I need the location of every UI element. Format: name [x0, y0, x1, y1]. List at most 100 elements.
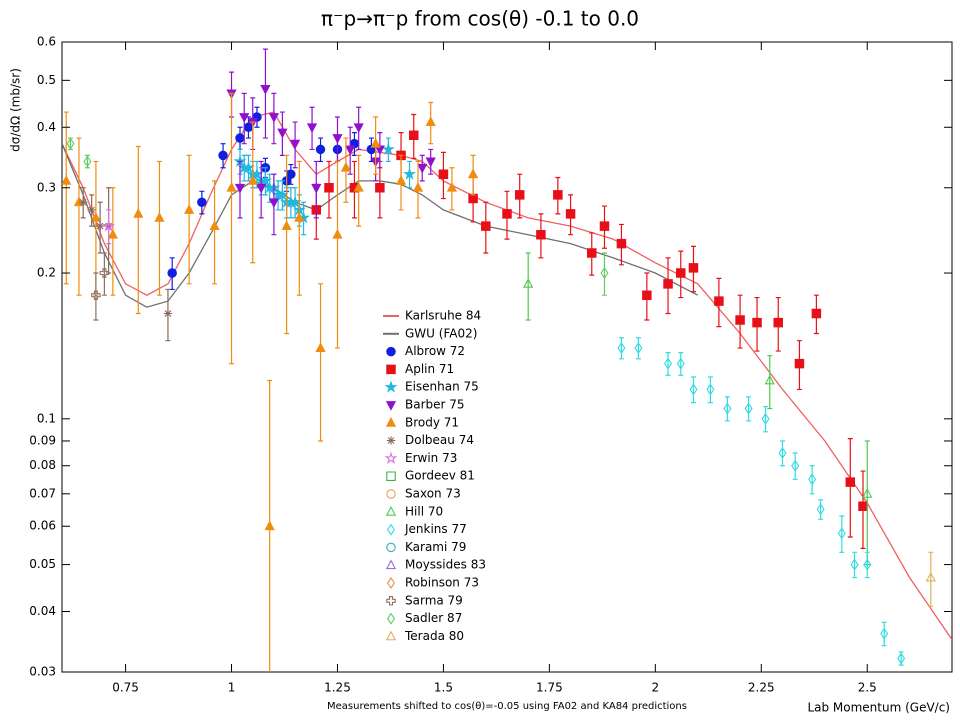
data-point [289, 139, 301, 150]
data-point [286, 169, 296, 179]
data-point [714, 296, 724, 306]
error-bar [76, 137, 82, 296]
y-tick-label: 0.09 [29, 433, 56, 447]
plot-frame [61, 41, 953, 673]
data-point [600, 267, 609, 280]
legend-marker [386, 489, 396, 499]
data-point [83, 155, 92, 168]
legend-marker [386, 542, 396, 553]
data-point [481, 221, 491, 231]
legend-label: Eisenhan 75 [405, 380, 479, 394]
y-tick-label: 0.3 [37, 180, 56, 194]
error-bar [724, 396, 730, 422]
data-point [315, 144, 326, 155]
data-point [239, 113, 250, 123]
error-bar [852, 551, 858, 579]
data-point [676, 268, 686, 278]
data-point [599, 221, 610, 231]
data-point [395, 175, 407, 185]
data-point [197, 197, 207, 208]
data-point [850, 558, 859, 571]
data-point [744, 402, 753, 415]
error-bar [110, 187, 116, 296]
data-point [167, 268, 177, 278]
error-bar [809, 465, 815, 495]
legend-marker [384, 451, 398, 464]
data-point [761, 412, 770, 425]
error-bar [779, 440, 785, 467]
data-point [264, 520, 275, 531]
legend-label: GWU (FA02) [405, 326, 477, 340]
y-tick-label: 0.04 [29, 604, 56, 618]
y-tick-label: 0.08 [29, 458, 56, 472]
data-point [664, 357, 673, 370]
error-bar [618, 337, 624, 360]
data-point [689, 383, 698, 396]
data-point [277, 128, 288, 139]
error-bar [864, 551, 870, 579]
legend-label: Hill 70 [405, 504, 443, 518]
data-point [268, 113, 280, 123]
legend-marker [386, 364, 396, 375]
error-bar [763, 405, 769, 433]
data-point [880, 627, 889, 640]
data-point [370, 137, 381, 148]
data-point [778, 446, 787, 460]
legend-label: Erwin 73 [405, 451, 457, 465]
data-point [523, 278, 534, 288]
data-point [381, 142, 395, 155]
error-bar [229, 92, 235, 365]
data-point [764, 374, 775, 385]
error-bar [601, 252, 607, 296]
x-tick-label: 2 [652, 681, 660, 695]
data-point [235, 133, 245, 143]
error-bar [101, 252, 107, 296]
legend-marker [386, 523, 396, 536]
data-point [897, 652, 906, 665]
data-point [446, 181, 458, 192]
data-point [234, 183, 246, 194]
data-point [324, 183, 334, 193]
data-point [863, 558, 872, 571]
legend-label: Terada 80 [404, 629, 464, 643]
x-axis-label: Lab Momentum (GeV/c) [807, 701, 950, 715]
data-point [565, 209, 576, 219]
data-point [773, 317, 783, 328]
data-point [688, 263, 699, 273]
data-point [663, 279, 673, 289]
data-point [587, 248, 597, 258]
error-bar [707, 376, 713, 404]
data-point [294, 212, 305, 222]
error-bar [839, 515, 845, 553]
y-axis-label: dσ/dΩ (mb/sr) [9, 68, 23, 152]
data-point [514, 190, 525, 200]
data-point [816, 503, 825, 516]
legend-marker [386, 612, 396, 625]
data-point [412, 181, 424, 192]
error-bar [93, 272, 99, 321]
data-point [862, 488, 873, 498]
y-tick-label: 0.5 [37, 73, 56, 87]
legend-marker [385, 630, 397, 641]
x-tick-label: 1.25 [324, 681, 351, 695]
error-bar [135, 145, 141, 315]
data-point [288, 195, 302, 208]
data-point [154, 212, 165, 222]
error-bar [928, 551, 934, 607]
y-tick-label: 0.05 [29, 557, 56, 571]
data-point [467, 168, 479, 179]
data-point [95, 221, 105, 231]
data-point [845, 477, 856, 487]
legend-marker [385, 559, 397, 570]
data-point [409, 130, 419, 141]
data-point [616, 238, 627, 249]
data-point [553, 190, 563, 200]
legend-marker [385, 416, 397, 427]
data-point [281, 220, 292, 231]
legend-label: Barber 75 [405, 398, 465, 412]
legend-label: Aplin 71 [405, 362, 454, 376]
error-bar [334, 160, 340, 349]
data-point [794, 358, 805, 369]
data-point [425, 157, 436, 168]
